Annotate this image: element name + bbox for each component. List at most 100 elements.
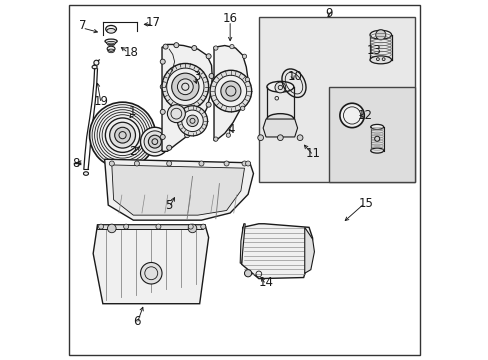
Circle shape	[208, 73, 214, 78]
Circle shape	[244, 270, 251, 277]
Polygon shape	[162, 44, 212, 151]
Ellipse shape	[370, 148, 383, 153]
Text: 8: 8	[72, 157, 80, 170]
Text: 10: 10	[286, 69, 302, 82]
Text: 6: 6	[133, 315, 141, 328]
Circle shape	[134, 161, 139, 166]
Text: 1: 1	[129, 105, 136, 118]
Circle shape	[123, 224, 128, 229]
Circle shape	[148, 135, 161, 148]
Circle shape	[242, 54, 246, 58]
Circle shape	[177, 106, 207, 136]
Text: 18: 18	[124, 46, 139, 59]
Text: 16: 16	[222, 12, 237, 25]
Circle shape	[224, 161, 228, 166]
Ellipse shape	[369, 56, 391, 64]
Ellipse shape	[266, 114, 293, 125]
Bar	[258, 17, 414, 182]
Circle shape	[166, 68, 203, 105]
Polygon shape	[304, 227, 314, 273]
Text: 9: 9	[325, 7, 332, 20]
Circle shape	[140, 262, 162, 284]
Ellipse shape	[105, 26, 116, 33]
Circle shape	[177, 79, 193, 95]
Circle shape	[160, 59, 165, 64]
Circle shape	[186, 115, 198, 127]
Text: 5: 5	[165, 199, 173, 212]
Polygon shape	[97, 225, 204, 229]
Circle shape	[206, 54, 211, 59]
Text: 7: 7	[79, 19, 86, 32]
Circle shape	[107, 224, 116, 233]
Polygon shape	[214, 45, 247, 140]
Circle shape	[215, 75, 246, 107]
Polygon shape	[240, 224, 244, 263]
Circle shape	[166, 161, 171, 166]
Circle shape	[160, 84, 165, 89]
Ellipse shape	[106, 41, 116, 45]
Text: 17: 17	[145, 16, 160, 29]
Polygon shape	[112, 165, 244, 215]
Circle shape	[109, 161, 114, 166]
Polygon shape	[263, 119, 297, 137]
Circle shape	[277, 135, 283, 140]
Ellipse shape	[92, 65, 97, 69]
Text: 4: 4	[226, 123, 234, 136]
Circle shape	[339, 103, 364, 128]
Circle shape	[140, 127, 169, 156]
Circle shape	[226, 133, 230, 137]
Circle shape	[174, 42, 179, 48]
Polygon shape	[104, 159, 253, 220]
Circle shape	[240, 106, 244, 111]
Text: 14: 14	[258, 276, 273, 289]
Circle shape	[171, 73, 199, 100]
Polygon shape	[93, 225, 208, 304]
Text: 12: 12	[357, 109, 372, 122]
Text: 11: 11	[305, 147, 320, 159]
Circle shape	[191, 45, 196, 50]
Circle shape	[213, 137, 218, 141]
Circle shape	[210, 70, 251, 112]
Text: 13: 13	[366, 44, 381, 57]
Circle shape	[182, 110, 203, 132]
Circle shape	[188, 224, 196, 233]
Ellipse shape	[107, 46, 115, 51]
Circle shape	[375, 30, 385, 40]
Ellipse shape	[266, 81, 293, 92]
Circle shape	[201, 224, 205, 229]
Circle shape	[199, 161, 203, 166]
Circle shape	[160, 109, 165, 114]
Circle shape	[162, 63, 208, 110]
Circle shape	[115, 127, 130, 143]
Circle shape	[144, 131, 165, 152]
Text: 2: 2	[129, 145, 136, 158]
Circle shape	[156, 224, 161, 229]
Text: 15: 15	[358, 197, 373, 210]
Circle shape	[163, 44, 168, 49]
Circle shape	[89, 102, 155, 168]
Circle shape	[94, 60, 99, 65]
Circle shape	[242, 161, 246, 166]
Polygon shape	[241, 224, 312, 279]
Bar	[328, 87, 414, 182]
Ellipse shape	[106, 28, 115, 33]
Circle shape	[374, 136, 379, 141]
Circle shape	[297, 135, 303, 140]
Circle shape	[184, 133, 189, 138]
Circle shape	[213, 46, 218, 50]
Circle shape	[167, 105, 185, 123]
Text: 3: 3	[193, 69, 201, 82]
Circle shape	[109, 122, 135, 148]
Circle shape	[188, 224, 193, 229]
Circle shape	[229, 44, 234, 49]
Circle shape	[199, 120, 203, 125]
Ellipse shape	[83, 172, 88, 175]
Circle shape	[257, 135, 263, 140]
Ellipse shape	[370, 125, 383, 130]
Text: 19: 19	[93, 95, 108, 108]
Circle shape	[160, 134, 165, 139]
Ellipse shape	[105, 39, 117, 43]
Circle shape	[245, 161, 250, 166]
Circle shape	[274, 82, 285, 93]
Circle shape	[206, 102, 211, 107]
